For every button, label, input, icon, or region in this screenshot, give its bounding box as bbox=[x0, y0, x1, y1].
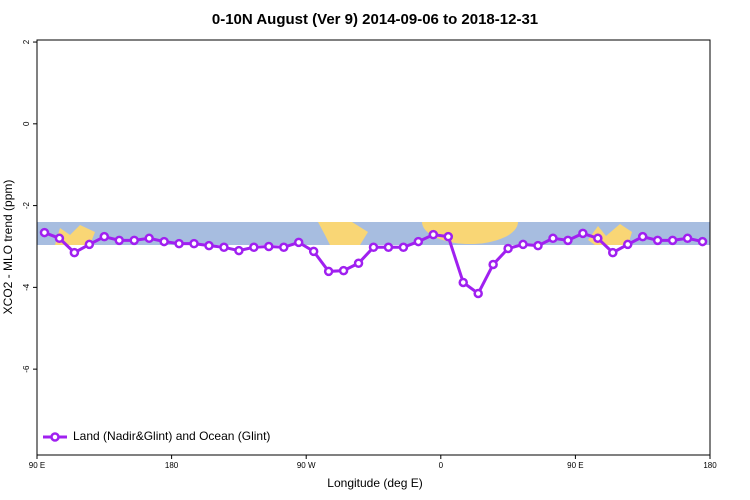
data-point bbox=[264, 241, 274, 252]
data-point bbox=[353, 258, 364, 268]
data-point bbox=[279, 242, 289, 253]
data-point bbox=[503, 243, 513, 254]
data-point bbox=[323, 266, 334, 277]
data-point bbox=[622, 239, 633, 250]
data-point bbox=[398, 242, 409, 253]
data-point bbox=[159, 236, 169, 247]
data-point bbox=[488, 259, 498, 270]
data-point bbox=[518, 239, 528, 250]
data-point bbox=[129, 235, 139, 246]
data-point bbox=[69, 247, 80, 258]
data-point bbox=[114, 235, 125, 246]
data-point bbox=[189, 238, 199, 249]
data-point bbox=[308, 246, 319, 257]
legend-marker bbox=[50, 432, 60, 442]
map-band bbox=[37, 222, 710, 245]
data-point bbox=[54, 233, 65, 244]
y-tick-label: -2 bbox=[22, 201, 31, 209]
data-point bbox=[144, 233, 154, 244]
data-point bbox=[368, 242, 379, 253]
data-point bbox=[667, 235, 678, 246]
data-point bbox=[652, 235, 663, 246]
y-tick-label: -4 bbox=[22, 283, 31, 291]
x-tick-label: 90 E bbox=[29, 461, 45, 470]
data-point bbox=[608, 247, 618, 258]
data-point bbox=[39, 227, 50, 238]
y-tick-label: 2 bbox=[22, 39, 31, 44]
data-point bbox=[174, 238, 184, 249]
plot-frame bbox=[36, 39, 711, 456]
data-point bbox=[249, 242, 259, 253]
data-point bbox=[338, 265, 349, 276]
data-point bbox=[533, 240, 543, 251]
legend-label: Land (Nadir&Glint) and Ocean (Glint) bbox=[73, 429, 270, 443]
data-point bbox=[99, 231, 110, 242]
data-point bbox=[458, 277, 468, 288]
data-point bbox=[84, 239, 95, 250]
data-point bbox=[637, 231, 648, 242]
data-point bbox=[413, 236, 424, 247]
data-point bbox=[443, 231, 454, 242]
data-point bbox=[383, 242, 394, 253]
y-tick-label: 0 bbox=[22, 121, 31, 126]
x-tick-label: 90 E bbox=[567, 461, 583, 470]
data-point bbox=[697, 236, 708, 247]
data-point bbox=[593, 233, 603, 244]
data-point bbox=[204, 240, 214, 251]
data-point bbox=[563, 235, 573, 246]
data-point bbox=[578, 228, 588, 239]
x-tick-label: 180 bbox=[703, 461, 717, 470]
y-tick-label: -6 bbox=[22, 365, 31, 373]
data-point bbox=[473, 288, 483, 299]
x-tick-label: 90 W bbox=[297, 461, 316, 470]
data-point bbox=[428, 229, 439, 240]
data-point bbox=[219, 242, 229, 253]
chart-title: 0-10N August (Ver 9) 2014-09-06 to 2018-… bbox=[212, 11, 538, 28]
data-point bbox=[548, 233, 558, 244]
x-axis-label: Longitude (deg E) bbox=[327, 476, 422, 490]
x-tick-label: 0 bbox=[439, 461, 444, 470]
y-axis-label: XCO2 - MLO trend (ppm) bbox=[1, 180, 15, 315]
data-point bbox=[682, 233, 693, 244]
data-point bbox=[234, 245, 244, 256]
x-tick-label: 180 bbox=[165, 461, 179, 470]
data-point bbox=[293, 237, 304, 248]
